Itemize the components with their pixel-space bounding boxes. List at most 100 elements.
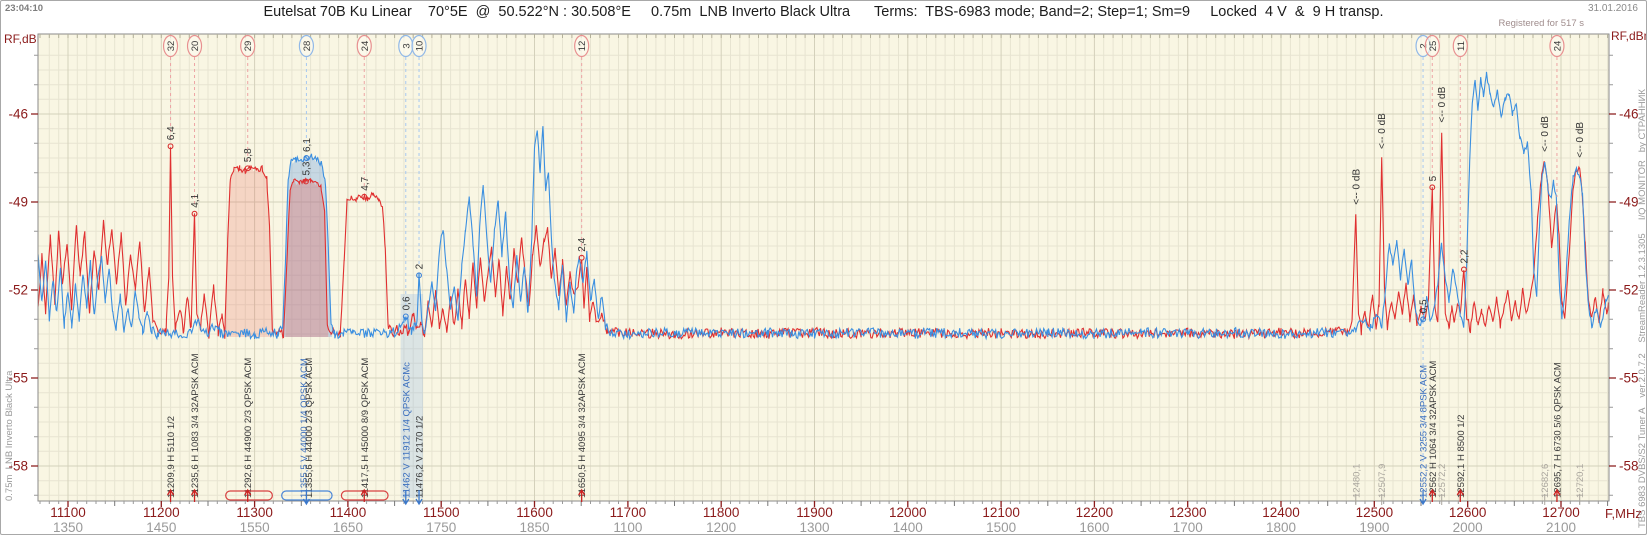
- x-tick-label-if: 1650: [333, 520, 363, 535]
- x-tick-label-if: 1300: [799, 520, 829, 535]
- transponder-label: 11292,6 H 44900 2/3 QPSK ACM: [243, 358, 254, 498]
- transponder-fill: [225, 164, 273, 337]
- peak-value-label: 4,1: [190, 193, 201, 207]
- peak-label-group: 0,5: [1419, 299, 1430, 323]
- spectrum-trace-v: [37, 71, 1610, 341]
- transponder-marker-24[interactable]: 24: [1549, 34, 1565, 58]
- marker-number: 32: [166, 41, 177, 52]
- x-tick-label-mhz: 11700: [610, 505, 647, 520]
- transponder-marker-11[interactable]: 11: [1452, 34, 1468, 58]
- transponder-marker-3[interactable]: 3: [398, 34, 414, 58]
- peak-point-circle: [578, 254, 585, 261]
- y-tick-label-left: -55: [8, 370, 28, 385]
- x-tick-label-mhz: 12000: [889, 505, 927, 520]
- transponder-fill: [285, 177, 329, 337]
- arrow-shape: [415, 490, 423, 506]
- x-mid-ticks: [114, 501, 1609, 506]
- x-tick-label-mhz: 11200: [143, 505, 180, 520]
- arrow-shape: [1428, 488, 1436, 502]
- peak-label-group: 5: [1428, 175, 1439, 191]
- selected-transponder-band: [400, 294, 424, 498]
- up-arrow: [1428, 488, 1436, 502]
- arrow-shape: [360, 488, 368, 502]
- peak-point-circle: [402, 313, 409, 320]
- arrow-shape: [1456, 488, 1464, 502]
- transponder-marker-25[interactable]: 25: [1424, 34, 1440, 58]
- transponder-marker-28[interactable]: 28: [298, 34, 315, 58]
- peak-point-circle: [416, 272, 422, 279]
- peak-label-group: 4,7: [360, 176, 371, 200]
- top-tick-marks: [39, 34, 1609, 38]
- peak-point-circle: [1460, 266, 1467, 273]
- x-tick-label-if: 1750: [426, 520, 456, 535]
- up-arrow: [578, 488, 586, 502]
- x-tick-label-if: 1200: [706, 520, 736, 535]
- x-tick-label-mhz: 12100: [982, 505, 1020, 520]
- peak-label-group: 5,3: [301, 161, 312, 185]
- transponder-marker-10[interactable]: 10: [411, 34, 427, 58]
- transponder-marker-29[interactable]: 29: [240, 34, 256, 58]
- peak-value-label: 0,6: [401, 296, 412, 310]
- peak-point-circle: [1429, 184, 1436, 191]
- transponder-marker-12[interactable]: 12: [574, 34, 590, 58]
- transponder-label: 11462 V 11912 1/4 QPSK ACMc: [401, 362, 412, 498]
- transponder-label: 12720,1: [1575, 464, 1586, 498]
- peak-point-circle: [302, 178, 309, 185]
- peak-point-circle: [303, 155, 310, 161]
- peak-value-label: 2: [415, 263, 426, 269]
- grid-minor: [38, 34, 1609, 501]
- peak-value-label: 5,8: [243, 148, 254, 162]
- x-tick-label-mhz: 11300: [236, 505, 273, 520]
- x-tick-label-mhz: 12700: [1542, 505, 1580, 520]
- x-minor-ticks: [39, 501, 1599, 504]
- marker-number: 24: [360, 41, 371, 52]
- x-tick-label-mhz: 11400: [330, 505, 367, 520]
- transponder-label: 11209,9 H 5110 1/2: [166, 416, 177, 498]
- transponder-label: 11650,5 H 4095 3/4 32APSK ACM: [577, 353, 588, 498]
- peak-label-group: 2: [415, 263, 426, 279]
- y-tick-label-right: -58: [1619, 458, 1639, 473]
- x-axis-label: F,MHz: [1605, 506, 1642, 521]
- peak-label-group: 6,4: [166, 126, 177, 150]
- x-tick-label-if: 1400: [893, 520, 923, 535]
- marker-number: 20: [190, 41, 201, 52]
- transponder-marker-20[interactable]: 20: [186, 34, 203, 58]
- transponder-label: 12695,7 H 6730 5/6 QPSK ACM: [1552, 362, 1563, 498]
- y-axis-label-left: RF,dBm: [4, 32, 47, 46]
- x-tick-label-mhz: 12200: [1076, 505, 1114, 520]
- marker-oval: [298, 34, 315, 58]
- peak-label-group: 0,6: [401, 296, 412, 320]
- marker-number: 29: [243, 41, 254, 52]
- down-arrow: [1419, 490, 1427, 506]
- down-arrow: [415, 490, 423, 506]
- up-arrow: [244, 488, 252, 502]
- x-tick-label-if: 1600: [1079, 520, 1109, 535]
- transponder-marker-32[interactable]: 32: [162, 34, 179, 58]
- marker-oval: [356, 34, 372, 58]
- marker-oval: [240, 34, 256, 58]
- x-tick-label-if: 1500: [986, 520, 1016, 535]
- x-tick-label-if: 1850: [520, 520, 550, 535]
- marker-oval: [186, 34, 203, 58]
- zero-db-label: <-- 0 dB: [1377, 113, 1388, 149]
- x-tick-label-mhz: 11800: [703, 505, 740, 520]
- transponder-label: 11476,2 V 2170 1/2: [415, 416, 426, 498]
- transponder-marker-24[interactable]: 24: [356, 34, 372, 58]
- y-tick-label-left: -46: [8, 107, 28, 122]
- peak-value-label: 6,1: [302, 138, 313, 152]
- marker-number: 24: [1552, 41, 1563, 52]
- y-tick-label-left: -58: [8, 458, 28, 473]
- peak-point-circle: [1420, 316, 1426, 323]
- peak-value-label: 5: [1428, 175, 1439, 181]
- peak-point-circle: [361, 193, 368, 200]
- peak-value-label: 4,7: [360, 176, 371, 190]
- x-tick-label-mhz: 11600: [516, 505, 553, 520]
- peak-value-label: 6,4: [166, 126, 177, 140]
- transponder-label: 11235,6 H 1083 3/4 32APSK ACM: [190, 353, 201, 498]
- y-tick-label-left: -49: [8, 194, 28, 209]
- y-axis-label-right: RF,dBm: [1611, 29, 1646, 43]
- peak-point-circle: [244, 165, 251, 172]
- marker-number: 12: [577, 41, 588, 52]
